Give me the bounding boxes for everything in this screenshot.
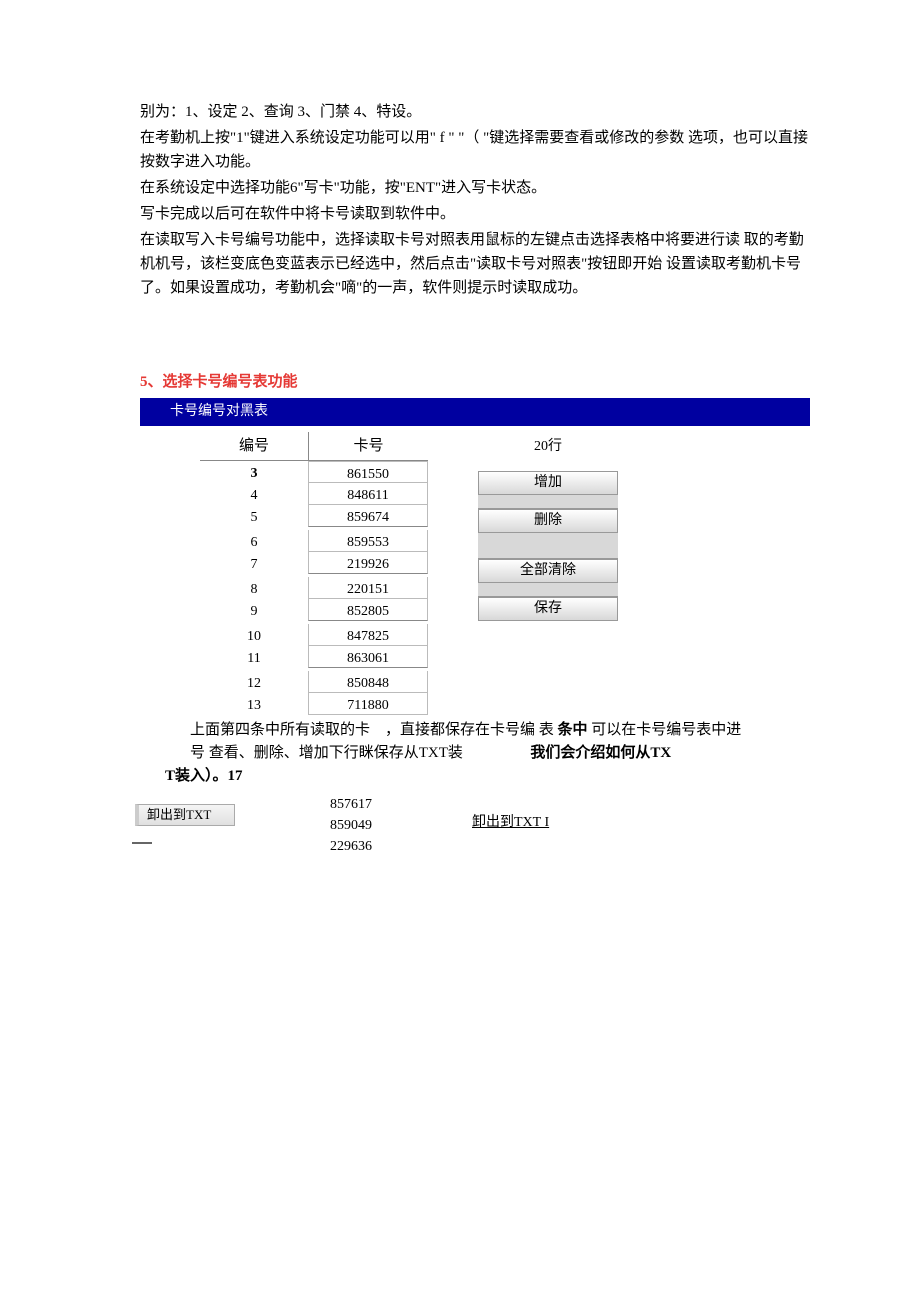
desc-1b: ，直接都保存在卡号编 表 (385, 722, 554, 738)
row-count: 20行 (478, 432, 618, 470)
description: 上面第四条中所有读取的卡 ，直接都保存在卡号编 表 条中 可以在卡号编号表中进 … (140, 719, 810, 764)
table-row[interactable]: 12850848 (200, 671, 428, 693)
bottom-numbers: 857617 859049 229636 (330, 790, 372, 857)
cell-card: 848611 (308, 483, 428, 505)
table-row[interactable]: 9852805 (200, 599, 428, 621)
cell-num: 3 (200, 461, 308, 483)
panel-container: 编号 卡号 3861550484861158596746859553721992… (140, 432, 810, 715)
spacer (478, 495, 618, 509)
cell-num: 9 (200, 599, 308, 621)
cell-card: 220151 (308, 577, 428, 599)
bottom-row: 卸出到TXT 857617 859049 229636 卸出到TXT I (140, 790, 810, 857)
col-header-num: 编号 (200, 432, 308, 460)
paragraph-3: 在系统设定中选择功能6"写卡"功能，按"ENT"进入写卡状态。 (140, 176, 810, 200)
cell-num: 6 (200, 530, 308, 552)
desc-2a: 号 查看、删除、增加下行眯保存从TXT装 (190, 745, 463, 761)
export-txt-button[interactable]: 卸出到TXT (135, 804, 235, 826)
table-row[interactable]: 7219926 (200, 552, 428, 574)
table-row[interactable]: 6859553 (200, 530, 428, 552)
table-header: 编号 卡号 (200, 432, 428, 461)
table-row[interactable]: 8220151 (200, 577, 428, 599)
spacer (478, 583, 618, 597)
cell-card: 219926 (308, 552, 428, 574)
desc-1a: 上面第四条中所有读取的卡 (190, 722, 370, 738)
table-row[interactable]: 10847825 (200, 624, 428, 646)
table-row[interactable]: 3861550 (200, 461, 428, 483)
desc-2b: 我们会介绍如何从TX (530, 745, 671, 761)
col-header-card: 卡号 (308, 432, 428, 460)
cell-num: 8 (200, 577, 308, 599)
table-row[interactable]: 5859674 (200, 505, 428, 527)
save-button[interactable]: 保存 (478, 597, 618, 621)
cell-card: 861550 (308, 461, 428, 483)
cell-card: 859553 (308, 530, 428, 552)
desc-1c: 条中 (558, 722, 588, 738)
num-1: 857617 (330, 794, 372, 815)
desc-1d: 可以在卡号编号表中进 (591, 722, 741, 738)
export-txt-link[interactable]: 卸出到TXT I (472, 790, 549, 857)
clear-all-button[interactable]: 全部清除 (478, 559, 618, 583)
cell-num: 13 (200, 693, 308, 715)
cell-num: 12 (200, 671, 308, 693)
title-bar: 卡号编号对黑表 (140, 398, 810, 426)
cell-num: 5 (200, 505, 308, 527)
table-row[interactable]: 11863061 (200, 646, 428, 668)
paragraph-4: 写卡完成以后可在软件中将卡号读取到软件中。 (140, 202, 810, 226)
table-row[interactable]: 13711880 (200, 693, 428, 715)
spacer (478, 533, 618, 559)
delete-button[interactable]: 删除 (478, 509, 618, 533)
table-row[interactable]: 4848611 (200, 483, 428, 505)
desc-3: T装入）。17 (140, 764, 810, 788)
cell-card: 852805 (308, 599, 428, 621)
paragraph-5: 在读取写入卡号编号功能中，选择读取卡号对照表用鼠标的左键点击选择表格中将要进行读… (140, 228, 810, 300)
cell-card: 863061 (308, 646, 428, 668)
cell-card: 711880 (308, 693, 428, 715)
cell-card: 847825 (308, 624, 428, 646)
paragraph-1: 别为：1、设定 2、查询 3、门禁 4、特设。 (140, 100, 810, 124)
cell-num: 4 (200, 483, 308, 505)
cell-num: 10 (200, 624, 308, 646)
num-2: 859049 (330, 815, 372, 836)
right-panel: 20行 增加 删除 全部清除 保存 (478, 432, 618, 715)
add-button[interactable]: 增加 (478, 471, 618, 495)
paragraph-2: 在考勤机上按"1"键进入系统设定功能可以用" f " "（ "键选择需要查看或修… (140, 126, 810, 174)
cell-num: 11 (200, 646, 308, 668)
card-table: 编号 卡号 3861550484861158596746859553721992… (200, 432, 428, 715)
underline-mark (132, 842, 152, 844)
section-heading: 5、选择卡号编号表功能 (140, 370, 810, 394)
cell-num: 7 (200, 552, 308, 574)
cell-card: 850848 (308, 671, 428, 693)
cell-card: 859674 (308, 505, 428, 527)
num-3: 229636 (330, 836, 372, 857)
